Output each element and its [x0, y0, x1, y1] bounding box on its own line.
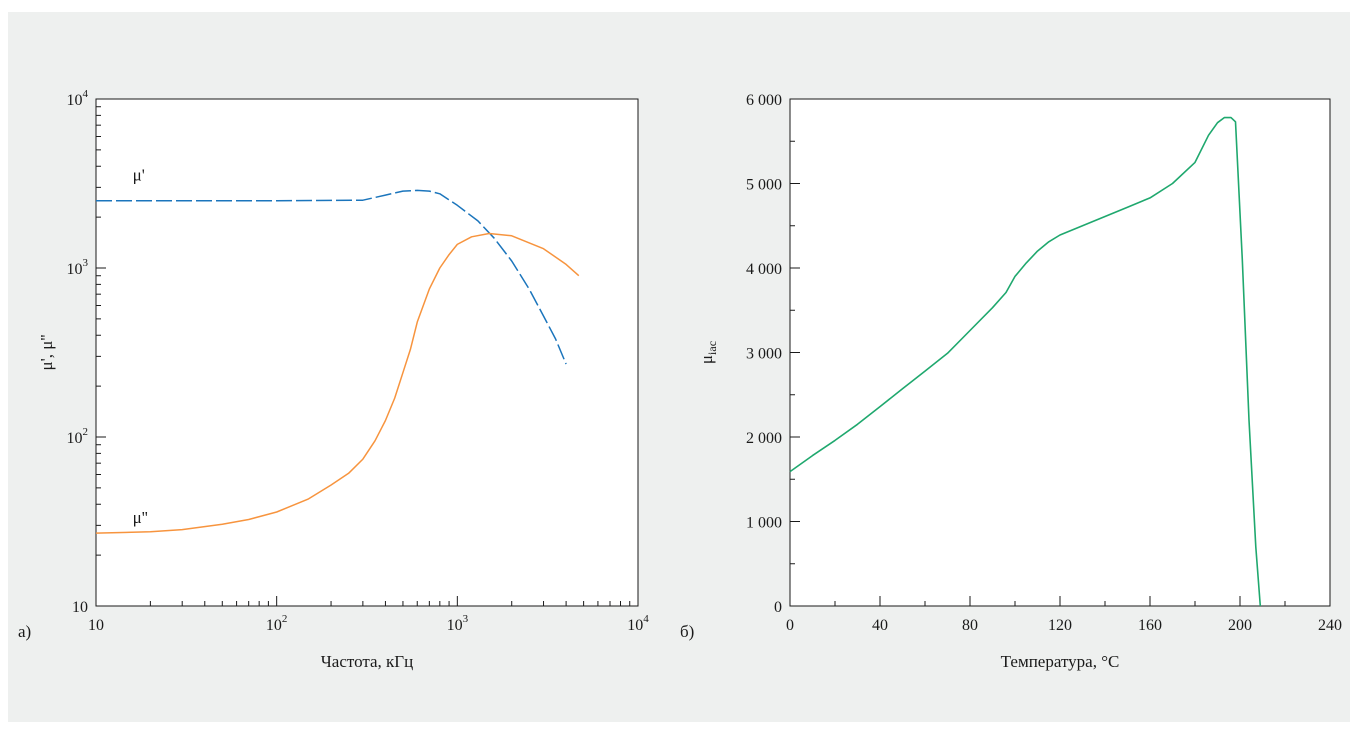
y-tick-label-exponent: 2	[83, 426, 89, 438]
x-tick-label: 103	[447, 613, 469, 634]
y-tick-label: 2 000	[746, 430, 782, 447]
x-tick-label: 0	[786, 617, 794, 634]
y-tick-label: 5 000	[746, 177, 782, 194]
y-tick-label: 102	[67, 426, 89, 447]
y-tick-label: 104	[67, 88, 89, 109]
series-label: μ''	[133, 508, 148, 527]
y-tick-label: 4 000	[746, 261, 782, 278]
x-tick-label: 40	[872, 617, 888, 634]
x-tick-label: 80	[962, 617, 978, 634]
x-axis-title: Частота, кГц	[321, 652, 414, 671]
plot-area-b	[789, 98, 1331, 607]
series-line-mu-double-prime	[95, 232, 580, 534]
y-tick-label-exponent: 3	[83, 257, 89, 269]
series-label: μ'	[133, 165, 145, 184]
x-tick-label-base: 10	[88, 617, 104, 634]
series-line-permeability	[789, 116, 1262, 607]
y-tick-label-base: 10	[67, 92, 83, 109]
y-tick-label: 103	[67, 257, 89, 278]
panel-label: а)	[18, 622, 31, 641]
y-tick-label: 6 000	[746, 92, 782, 109]
y-axis-title: μ', μ''	[37, 335, 56, 371]
y-tick-label-exponent: 4	[83, 88, 89, 100]
x-tick-label: 240	[1318, 617, 1342, 634]
series-line-mu-prime	[96, 189, 567, 365]
x-tick-label-base: 10	[266, 617, 282, 634]
x-tick-label-exponent: 4	[643, 613, 649, 625]
panel-label: б)	[680, 622, 694, 641]
y-tick-label-base: 10	[72, 599, 88, 616]
x-tick-label-base: 10	[627, 617, 643, 634]
x-tick-label-exponent: 2	[282, 613, 288, 625]
x-tick-label: 120	[1048, 617, 1072, 634]
x-axis-title: Температура, °C	[1001, 652, 1120, 671]
plot-area-a	[95, 98, 639, 607]
x-tick-label-exponent: 3	[463, 613, 469, 625]
y-tick-label-base: 10	[67, 261, 83, 278]
x-tick-label: 200	[1228, 617, 1252, 634]
y-tick-label: 10	[72, 599, 88, 616]
y-tick-label: 0	[774, 599, 782, 616]
y-axis-title-subscript: iac	[705, 341, 719, 355]
y-tick-label: 3 000	[746, 346, 782, 363]
y-axis-title-symbol: μ	[697, 355, 716, 364]
y-tick-label-base: 10	[67, 430, 83, 447]
x-tick-label: 104	[627, 613, 649, 634]
y-axis-title: μiac	[697, 341, 719, 364]
x-tick-label: 10	[88, 617, 104, 634]
x-tick-label: 102	[266, 613, 288, 634]
x-tick-label: 160	[1138, 617, 1162, 634]
y-tick-label: 1 000	[746, 515, 782, 532]
x-tick-label-base: 10	[447, 617, 463, 634]
